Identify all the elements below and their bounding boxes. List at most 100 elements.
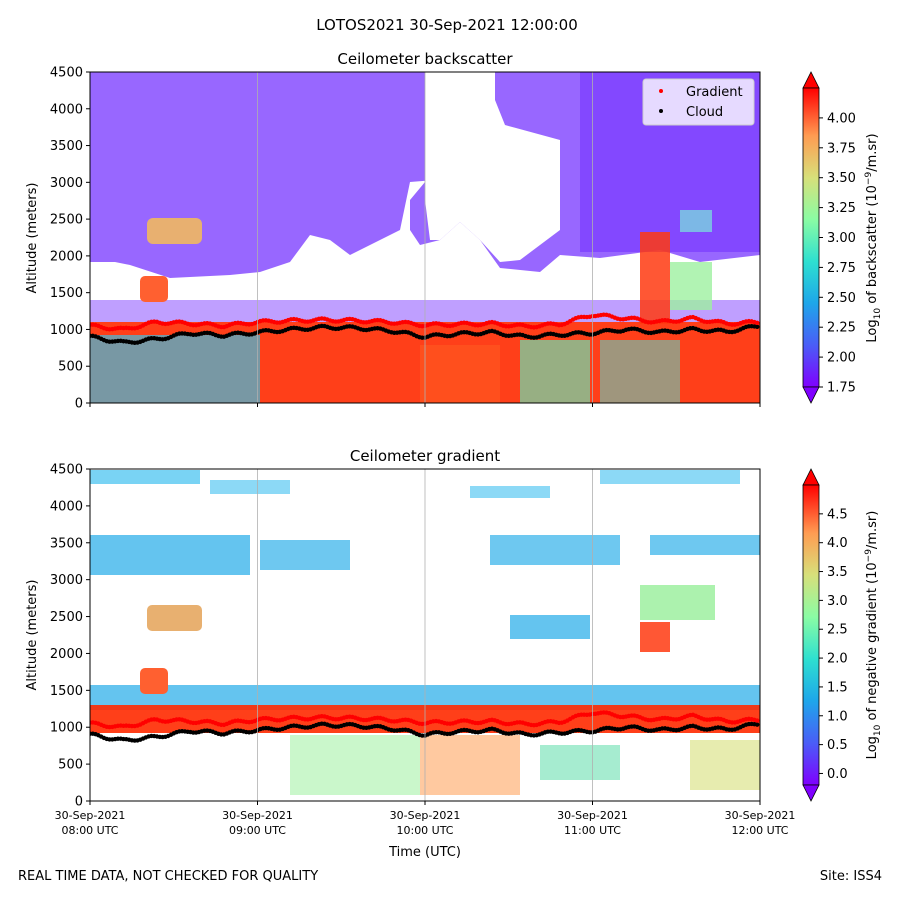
y-tick-label: 500	[58, 360, 83, 375]
y-tick-label: 4000	[50, 499, 83, 514]
colorbar-tick-label: 2.75	[827, 261, 856, 276]
colorbar2-label: Log10 of negative gradient (10−9/m.sr)	[864, 511, 883, 760]
y-tick-label: 1500	[50, 684, 83, 699]
backscatter-markers	[90, 312, 760, 345]
colorbar-tick-label: 1.75	[827, 381, 856, 396]
y-tick-label: 2500	[50, 213, 83, 228]
legend-gradient-marker	[659, 89, 663, 93]
colorbar-tick-label: 1.0	[827, 709, 848, 724]
x-tick-label-time: 11:00 UTC	[564, 824, 621, 837]
gradient-band-3300-c	[490, 535, 620, 565]
colorbar1-label-sup: −9	[864, 172, 874, 186]
gradient-colorbar: 0.0 0.5 1.0 1.5 2.0 2.5 3.0 3.5 4.0 4.5 Log10 of …	[802, 468, 883, 802]
backscatter-lower-right-cool	[520, 340, 590, 403]
colorbar-tick-label: 0.0	[827, 767, 848, 782]
colorbar1-label-rest: of backscatter (10	[865, 185, 880, 308]
gradient-panel: Ceilometer gradient	[25, 447, 883, 860]
gradient-low-streaks-d	[690, 740, 760, 790]
x-tick-label-time: 09:00 UTC	[229, 824, 286, 837]
gradient-low-streaks-c	[540, 745, 620, 780]
y-tick-label: 4500	[50, 463, 83, 478]
quality-disclaimer: REAL TIME DATA, NOT CHECKED FOR QUALITY	[18, 869, 319, 884]
colorbar1-label-main: Log	[865, 319, 880, 342]
backscatter-right-feature	[640, 232, 670, 324]
colorbar2-label-rest: of negative gradient (10	[865, 562, 880, 724]
colorbar2-label-sup: −9	[864, 549, 874, 563]
gradient-band-3300-d	[650, 535, 760, 555]
y-tick-label: 4500	[50, 66, 83, 81]
colorbar1-top-arrow	[802, 71, 820, 89]
gradient-xgrid	[257, 469, 593, 801]
colorbar2-label-main: Log	[865, 736, 880, 759]
gradient-top-patches-b	[210, 480, 290, 494]
backscatter-colorbar: 1.75 2.00 2.25 2.50 2.75 3.00 3.25 3.50 3.75 4.00…	[802, 71, 883, 404]
y-tick-label: 0	[75, 795, 83, 810]
y-tick-label: 2000	[50, 647, 83, 662]
colorbar-tick-label: 1.5	[827, 680, 848, 695]
gradient-marker	[755, 320, 760, 326]
y-tick-label: 1000	[50, 323, 83, 338]
gradient-markers	[90, 710, 760, 743]
backscatter-cloud-patch-1500m	[140, 276, 168, 302]
x-tick-label-date: 30-Sep-2021	[222, 809, 293, 822]
colorbar-tick-label: 2.5	[827, 623, 848, 638]
backscatter-title: Ceilometer backscatter	[337, 50, 513, 68]
colorbar-tick-label: 3.75	[827, 141, 856, 156]
y-tick-label: 2500	[50, 610, 83, 625]
backscatter-xgrid	[257, 72, 593, 403]
cloud-marker	[755, 722, 760, 727]
backscatter-y-axis: 0 500 1000 1500 2000 2500 3000 3500 4000 4500	[50, 66, 90, 412]
gradient-marker	[755, 718, 760, 723]
colorbar-tick-label: 3.25	[827, 201, 856, 216]
legend-gradient-label: Gradient	[686, 85, 743, 100]
figure-suptitle: LOTOS2021 30-Sep-2021 12:00:00	[316, 16, 578, 34]
gradient-top-patches-a	[90, 470, 200, 484]
y-tick-label: 3000	[50, 176, 83, 191]
legend-cloud-label: Cloud	[686, 105, 723, 120]
colorbar-tick-label: 2.00	[827, 351, 856, 366]
gradient-low-streaks-a	[290, 735, 420, 795]
colorbar2-bottom-arrow	[802, 784, 820, 802]
y-tick-label: 2000	[50, 249, 83, 264]
y-tick-label: 3000	[50, 573, 83, 588]
colorbar-tick-label: 4.00	[827, 111, 856, 126]
colorbar1-ticks: 1.75 2.00 2.25 2.50 2.75 3.00 3.25 3.50 3.75 4.00	[819, 111, 856, 396]
gradient-x-axis: 30-Sep-2021 08:00 UTC 30-Sep-2021 09:00 UTC…	[55, 801, 795, 837]
colorbar-tick-label: 4.0	[827, 536, 848, 551]
y-tick-label: 1500	[50, 286, 83, 301]
colorbar-tick-label: 2.0	[827, 652, 848, 667]
gradient-y-axis: 0 500 1000 1500 2000 2500 3000 3500 4000 4500	[50, 463, 90, 810]
gradient-feature-1600	[140, 668, 168, 694]
gradient-band-3300-b	[260, 540, 350, 570]
legend-box	[642, 78, 755, 126]
backscatter-panel: Ceilometer backscatter	[25, 50, 883, 412]
backscatter-x-axis	[89, 403, 761, 407]
gradient-top-patches-c	[470, 486, 550, 498]
colorbar2-ticks: 0.0 0.5 1.0 1.5 2.0 2.5 3.0 3.5 4.0 4.5	[819, 507, 848, 782]
backscatter-ylabel: Altitude (meters)	[25, 183, 40, 294]
x-tick-label-time: 10:00 UTC	[396, 824, 453, 837]
colorbar2-top-arrow	[802, 468, 820, 486]
y-tick-label: 0	[75, 397, 83, 412]
colorbar-tick-label: 3.0	[827, 594, 848, 609]
colorbar1-label: Log10 of backscatter (10−9/m.sr)	[864, 133, 883, 342]
backscatter-right-top-patch	[680, 210, 712, 232]
colorbar1-bottom-arrow	[802, 386, 820, 404]
y-tick-label: 3500	[50, 139, 83, 154]
y-tick-label: 1000	[50, 721, 83, 736]
gradient-low-streaks-b	[420, 735, 520, 795]
gradient-patch-2500-mid	[510, 615, 590, 639]
colorbar-tick-label: 3.00	[827, 231, 856, 246]
cloud-marker	[755, 324, 760, 330]
gradient-band-3300-a	[90, 535, 250, 575]
backscatter-legend: Gradient Cloud	[642, 78, 755, 126]
gradient-feature-2200	[640, 622, 670, 652]
colorbar-tick-label: 2.25	[827, 321, 856, 336]
backscatter-clear-gap	[425, 72, 560, 262]
backscatter-right-feature-green	[670, 262, 712, 310]
colorbar-tick-label: 0.5	[827, 738, 848, 753]
y-tick-label: 4000	[50, 102, 83, 117]
colorbar-tick-label: 3.50	[827, 171, 856, 186]
backscatter-lower-left-cool	[90, 335, 260, 403]
